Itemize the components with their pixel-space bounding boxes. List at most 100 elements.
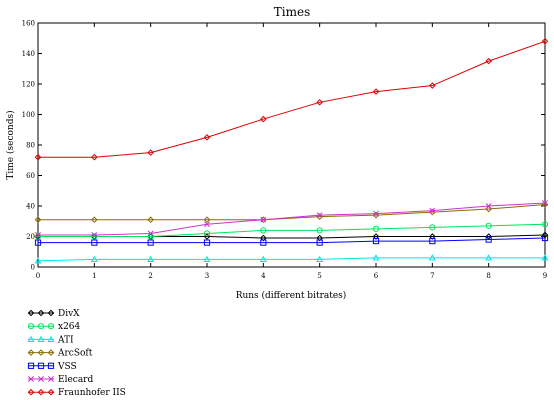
data-point bbox=[541, 37, 549, 45]
data-point bbox=[316, 98, 323, 106]
data-point bbox=[428, 254, 436, 261]
legend-marker bbox=[37, 309, 45, 317]
data-point bbox=[147, 230, 154, 237]
legend-marker bbox=[37, 323, 45, 330]
data-point bbox=[91, 239, 98, 246]
y-axis: 0 20 40 60 80 100 120 140 160 bbox=[22, 20, 545, 272]
legend-marker bbox=[38, 376, 44, 382]
legend-item: Elecard bbox=[28, 375, 93, 385]
data-point bbox=[259, 255, 267, 262]
series-fraunhofer-iis bbox=[34, 37, 549, 161]
data-point bbox=[316, 234, 323, 242]
y-tick-label: 100 bbox=[22, 111, 35, 119]
legend-item: VSS bbox=[27, 362, 77, 372]
data-point bbox=[35, 232, 41, 238]
legend-item: x264 bbox=[27, 322, 81, 332]
x-tick-label: 0 bbox=[36, 272, 40, 280]
legend-marker bbox=[47, 335, 55, 342]
data-point bbox=[485, 236, 492, 243]
data-point bbox=[34, 239, 42, 246]
data-point bbox=[90, 255, 98, 262]
series-line bbox=[38, 223, 546, 237]
data-point bbox=[316, 213, 323, 220]
series-vss bbox=[34, 234, 549, 246]
y-axis-label: Time (seconds) bbox=[5, 110, 16, 179]
legend-item: Fraunhofer IIS bbox=[27, 388, 126, 398]
legend-marker bbox=[27, 349, 35, 356]
data-point bbox=[260, 115, 267, 123]
data-point bbox=[34, 216, 42, 224]
data-point bbox=[316, 255, 324, 262]
data-point bbox=[541, 221, 549, 228]
data-point bbox=[372, 237, 380, 245]
data-point bbox=[91, 216, 98, 224]
x-tick-label: 3 bbox=[205, 272, 209, 280]
data-point bbox=[485, 222, 492, 229]
series-line bbox=[37, 257, 545, 262]
x-axis: 0 1 2 3 4 5 6 7 8 9 bbox=[36, 23, 547, 280]
data-point bbox=[316, 227, 323, 234]
legend-marker bbox=[27, 335, 35, 342]
data-point bbox=[429, 207, 436, 214]
data-point bbox=[147, 239, 154, 246]
legend-marker bbox=[27, 388, 35, 396]
legend-marker bbox=[47, 323, 55, 330]
x-tick-label: 1 bbox=[92, 272, 96, 280]
data-point bbox=[34, 233, 42, 240]
data-point bbox=[260, 216, 267, 223]
legend-item: DivX bbox=[27, 309, 80, 319]
y-tick-label: 160 bbox=[22, 20, 35, 28]
legend-marker bbox=[27, 323, 35, 330]
x-tick-label: 2 bbox=[148, 272, 152, 280]
data-point bbox=[429, 237, 436, 245]
data-point bbox=[34, 257, 42, 264]
data-point bbox=[204, 221, 210, 228]
legend-label: Fraunhofer IIS bbox=[58, 388, 126, 398]
x-tick-label: 6 bbox=[374, 272, 379, 280]
data-point bbox=[372, 225, 380, 232]
data-point bbox=[203, 216, 211, 224]
series-line bbox=[38, 202, 546, 236]
data-point bbox=[372, 233, 380, 240]
legend-marker bbox=[27, 362, 35, 369]
data-point bbox=[372, 254, 380, 261]
data-point bbox=[485, 254, 493, 261]
data-point bbox=[373, 210, 379, 217]
y-tick-label: 80 bbox=[26, 142, 35, 150]
series-line bbox=[38, 203, 546, 221]
legend-marker bbox=[37, 388, 45, 396]
data-point bbox=[34, 153, 42, 161]
data-point bbox=[541, 234, 549, 242]
data-point bbox=[203, 255, 211, 262]
legend-marker bbox=[47, 362, 55, 369]
y-tick-label: 40 bbox=[26, 203, 35, 211]
data-point bbox=[260, 216, 267, 224]
y-tick-label: 20 bbox=[26, 233, 35, 241]
data-point bbox=[316, 212, 323, 219]
data-point bbox=[203, 134, 211, 141]
data-point bbox=[485, 203, 492, 209]
data-point bbox=[429, 208, 436, 216]
legend-marker bbox=[47, 309, 55, 317]
y-tick-label: 140 bbox=[22, 50, 35, 58]
data-point bbox=[541, 254, 549, 261]
data-point bbox=[429, 82, 436, 89]
data-point bbox=[91, 233, 98, 240]
series-elecard bbox=[35, 199, 548, 238]
y-tick-label: 0 bbox=[31, 264, 35, 272]
x-tick-label: 9 bbox=[543, 272, 547, 280]
data-point bbox=[203, 239, 211, 246]
chart-title: Times bbox=[274, 5, 310, 19]
series-ati bbox=[34, 254, 549, 264]
data-point bbox=[203, 230, 211, 237]
data-point bbox=[541, 231, 549, 239]
series-layer bbox=[34, 37, 549, 264]
legend-marker bbox=[28, 376, 34, 382]
data-point bbox=[429, 224, 436, 231]
data-point bbox=[372, 88, 380, 95]
legend-label: ArcSoft bbox=[57, 349, 93, 359]
legend-label: VSS bbox=[57, 362, 77, 372]
data-point bbox=[91, 232, 98, 238]
series-arcsoft bbox=[34, 201, 549, 224]
data-point bbox=[542, 199, 548, 206]
